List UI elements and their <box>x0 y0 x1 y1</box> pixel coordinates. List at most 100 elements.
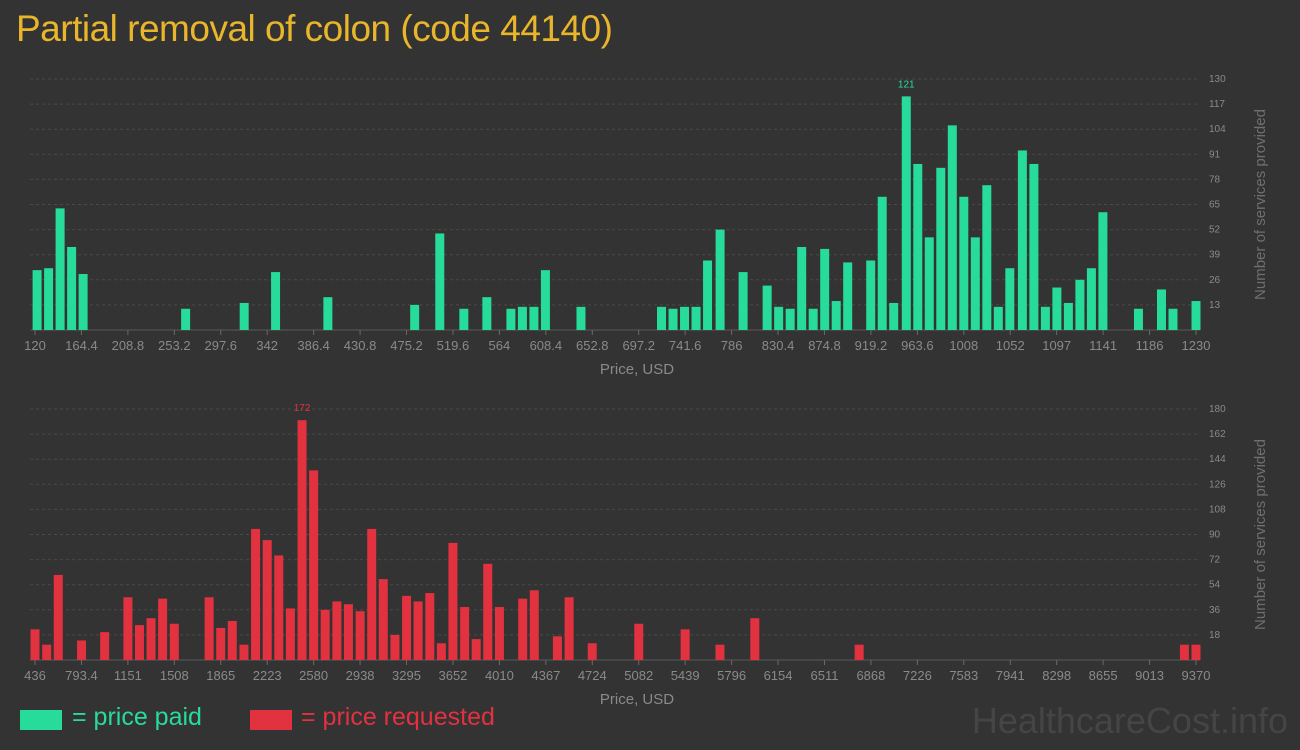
x-tick-label: 436 <box>24 668 46 683</box>
bar <box>668 308 678 330</box>
bar <box>657 306 667 330</box>
bar <box>506 308 516 330</box>
bar <box>123 597 133 660</box>
bar <box>924 237 934 330</box>
x-tick-label: 4724 <box>578 668 607 683</box>
x-tick-label: 519.6 <box>437 338 470 353</box>
bar <box>901 96 911 330</box>
bar <box>680 306 690 330</box>
x-tick-label: 1141 <box>1089 338 1117 353</box>
bar <box>355 611 365 660</box>
bar <box>913 163 923 330</box>
bar <box>808 308 818 330</box>
bar <box>251 528 261 660</box>
bar <box>797 246 807 330</box>
y-tick-label: 72 <box>1209 555 1221 566</box>
bar <box>460 607 470 660</box>
bar <box>134 625 144 660</box>
x-tick-label: 652.8 <box>576 338 609 353</box>
x-tick-label: 786 <box>721 338 743 353</box>
bar <box>53 574 63 660</box>
bar <box>320 609 330 660</box>
bar <box>274 555 284 660</box>
bar <box>1168 308 1178 330</box>
y-tick-label: 126 <box>1209 479 1226 490</box>
bar <box>436 643 446 660</box>
y-tick-label: 52 <box>1209 225 1221 236</box>
bar <box>518 598 528 660</box>
bar <box>993 306 1003 330</box>
bar <box>332 601 342 660</box>
bar <box>947 125 957 330</box>
bar <box>831 301 841 330</box>
x-tick-label: 5439 <box>671 668 700 683</box>
legend-swatch-price-requested <box>250 710 292 730</box>
x-axis-title: Price, USD <box>600 361 674 378</box>
y-tick-label: 162 <box>1209 429 1226 440</box>
x-tick-label: 5796 <box>717 668 746 683</box>
bar <box>1029 163 1039 330</box>
bar <box>634 623 644 660</box>
peak-value-label: 121 <box>898 79 915 90</box>
bar <box>204 597 214 660</box>
bar <box>970 237 980 330</box>
bar <box>435 233 445 330</box>
bar <box>32 270 42 330</box>
x-tick-label: 120 <box>24 338 46 353</box>
x-tick-label: 4367 <box>531 668 560 683</box>
x-tick-label: 8655 <box>1089 668 1118 683</box>
x-tick-label: 253.2 <box>158 338 191 353</box>
x-tick-label: 608.4 <box>530 338 563 353</box>
bar <box>343 604 353 660</box>
bar <box>529 306 539 330</box>
bar <box>367 528 377 660</box>
watermark: HealthcareCost.info <box>971 700 1288 741</box>
x-tick-label: 697.2 <box>622 338 655 353</box>
bar <box>459 308 469 330</box>
bar <box>959 196 969 330</box>
bar <box>55 208 65 330</box>
bar <box>262 540 272 660</box>
y-tick-label: 130 <box>1209 74 1226 85</box>
bar <box>44 268 54 330</box>
legend-label-price-requested: = price requested <box>301 703 495 731</box>
x-tick-label: 342 <box>256 338 278 353</box>
bar <box>181 308 191 330</box>
y-tick-label: 54 <box>1209 580 1221 591</box>
bar <box>936 167 946 330</box>
bar <box>1086 268 1096 330</box>
x-tick-label: 7583 <box>949 668 978 683</box>
x-tick-label: 1052 <box>996 338 1025 353</box>
bar <box>1052 287 1062 330</box>
bar <box>703 260 713 330</box>
bar <box>1191 644 1201 660</box>
x-tick-label: 874.8 <box>808 338 841 353</box>
bar <box>30 629 40 660</box>
y-tick-label: 104 <box>1209 124 1226 135</box>
x-tick-label: 6868 <box>856 668 885 683</box>
y-tick-label: 90 <box>1209 530 1221 541</box>
y-tick-label: 144 <box>1209 454 1226 465</box>
bar <box>78 274 88 330</box>
y-tick-label: 117 <box>1209 99 1225 110</box>
y-tick-label: 180 <box>1209 404 1226 415</box>
bar <box>483 563 493 660</box>
bar <box>854 644 864 660</box>
bar <box>889 302 899 330</box>
legend-label-price-paid: = price paid <box>72 703 202 731</box>
bar <box>1191 301 1201 330</box>
bar <box>482 297 492 330</box>
x-tick-label: 9013 <box>1135 668 1164 683</box>
bar <box>587 643 597 660</box>
x-tick-label: 1151 <box>114 668 142 683</box>
bar <box>715 644 725 660</box>
x-tick-label: 1508 <box>160 668 189 683</box>
bar <box>413 601 423 660</box>
y-tick-label: 36 <box>1209 605 1221 616</box>
x-tick-label: 963.6 <box>901 338 934 353</box>
bar <box>1098 212 1108 330</box>
bar <box>529 590 539 660</box>
peak-value-label: 172 <box>294 403 311 414</box>
bar <box>785 308 795 330</box>
